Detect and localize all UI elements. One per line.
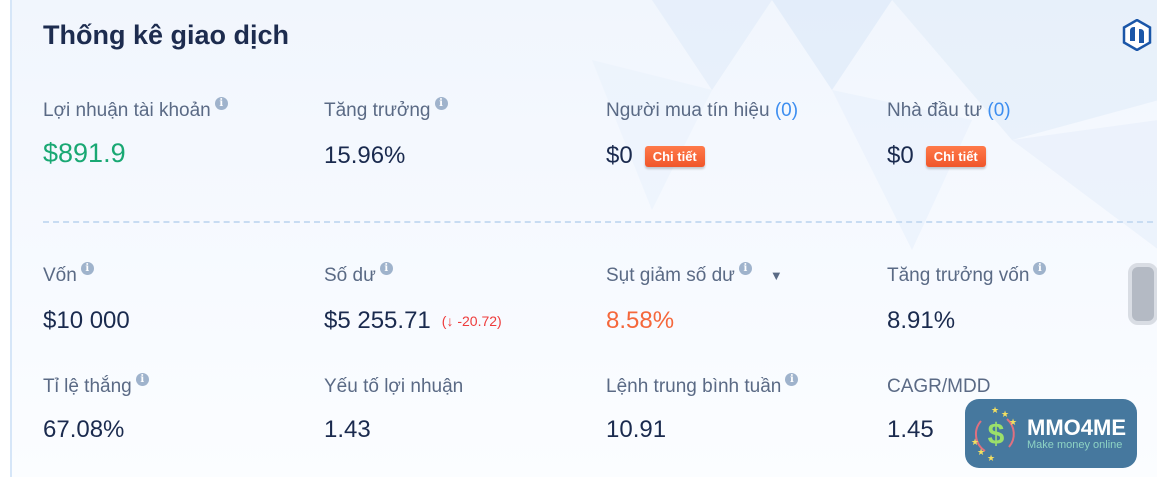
stat-value: 1.43 <box>324 416 371 443</box>
stat-label: Số dư <box>324 265 376 286</box>
stat-signal-buyers: Người mua tín hiệu (0) $0 Chi tiết <box>606 100 798 170</box>
stat-profit-factor: Yếu tố lợi nhuận 1.43 <box>324 376 463 444</box>
info-icon[interactable]: i <box>785 373 799 386</box>
stat-label: Nhà đầu tư <box>887 100 983 121</box>
stat-value: $10 000 <box>43 307 130 334</box>
dollar-logo-icon: $ ★ ★★★★★ <box>971 405 1017 463</box>
stat-label: Tăng trưởng vốn <box>887 265 1030 286</box>
balance-delta: (↓ -20.72) <box>441 313 502 329</box>
info-icon[interactable]: i <box>738 262 752 275</box>
hexagon-brand-icon[interactable] <box>1122 19 1152 51</box>
svg-text:★: ★ <box>1001 409 1009 419</box>
details-button[interactable]: Chi tiết <box>925 145 986 167</box>
stat-growth: Tăng trưởng i 15.96% <box>324 97 448 170</box>
count: (0) <box>774 100 799 121</box>
brand-name: MMO4ME <box>1027 414 1126 440</box>
stat-capital: Vốn i $10 000 <box>43 262 130 335</box>
stat-balance: Số dư i $5 255.71 (↓ -20.72) <box>324 262 502 335</box>
info-icon[interactable]: i <box>434 97 448 110</box>
info-icon[interactable]: i <box>214 97 228 110</box>
mmo4me-watermark: $ ★ ★ ★ ★ ★ ★ MMO4ME Make money online <box>965 399 1137 468</box>
stat-investors: Nhà đầu tư (0) $0 Chi tiết <box>887 100 1011 170</box>
stat-account-profit: Lợi nhuận tài khoản i $891.9 <box>43 97 228 169</box>
count: (0) <box>987 100 1011 121</box>
details-button[interactable]: Chi tiết <box>644 145 705 167</box>
stat-value: $891.9 <box>43 138 126 168</box>
info-icon[interactable]: i <box>379 262 393 275</box>
stat-label: Tỉ lệ thắng <box>43 376 132 397</box>
stat-value: $0 <box>887 142 914 169</box>
svg-text:★: ★ <box>987 453 995 463</box>
stat-label: Sụt giảm số dư <box>606 265 735 286</box>
info-icon[interactable]: i <box>1033 262 1047 275</box>
stat-win-rate: Tỉ lệ thắng i 67.08% <box>43 373 149 444</box>
stat-value: $5 255.71 <box>324 307 431 334</box>
svg-text:★: ★ <box>1009 417 1017 427</box>
stat-label: Vốn <box>43 265 77 286</box>
stat-label: Tăng trưởng <box>324 100 431 121</box>
svg-text:★: ★ <box>977 447 985 457</box>
stat-cagr-mdd: CAGR/MDD 1.45 <box>887 376 990 444</box>
stat-value: 67.08% <box>43 416 125 443</box>
stat-value: 1.45 <box>887 416 934 443</box>
divider <box>43 221 1153 223</box>
stat-avg-weekly-trades: Lệnh trung bình tuần i 10.91 <box>606 373 799 444</box>
svg-text:$: $ <box>988 418 1005 451</box>
info-icon[interactable]: i <box>135 373 149 386</box>
brand-tagline: Make money online <box>1027 438 1123 451</box>
stat-value: 10.91 <box>606 416 667 443</box>
svg-text:★: ★ <box>971 437 979 447</box>
stat-balance-drawdown: Sụt giảm số dư i ▼ 8.58% <box>606 262 783 335</box>
stat-label: CAGR/MDD <box>887 376 991 397</box>
stat-value: 15.96% <box>324 142 406 169</box>
stat-label: Người mua tín hiệu <box>606 100 770 121</box>
svg-text:★: ★ <box>991 405 999 415</box>
stat-value: $0 <box>606 142 633 169</box>
stat-value: 8.91% <box>887 307 956 334</box>
info-icon[interactable]: i <box>80 262 94 275</box>
stat-value: 8.58% <box>606 307 675 334</box>
scrollbar-handle[interactable] <box>1128 263 1157 325</box>
caret-down-icon[interactable]: ▼ <box>769 268 783 284</box>
page-title: Thống kê giao dịch <box>43 20 290 50</box>
stat-label: Lệnh trung bình tuần <box>606 376 782 397</box>
stat-label: Lợi nhuận tài khoản <box>43 100 211 121</box>
stat-capital-growth: Tăng trưởng vốn i 8.91% <box>887 262 1047 335</box>
stat-label: Yếu tố lợi nhuận <box>324 376 464 397</box>
